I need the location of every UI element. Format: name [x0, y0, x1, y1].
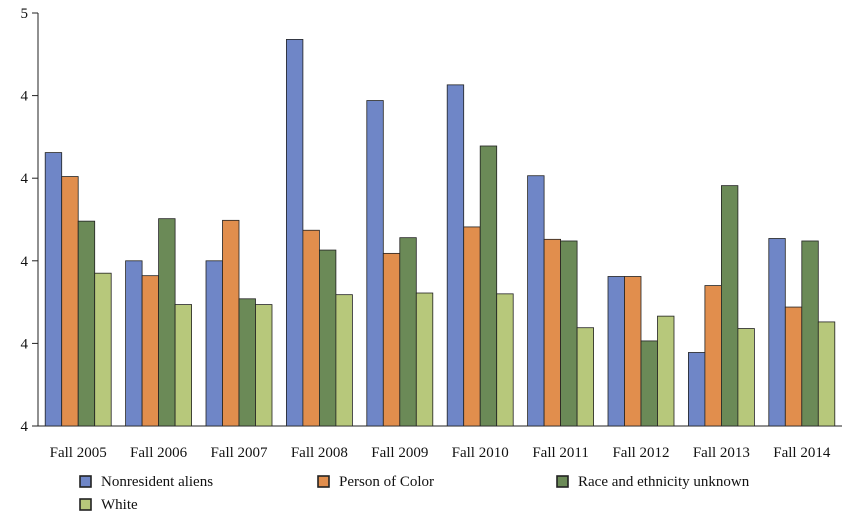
bar-person-of-color-fall-2008: [302, 229, 320, 427]
bar-white-fall-2005: [94, 272, 112, 427]
y-tick-label: 4: [21, 419, 29, 435]
legend-item-race-and-ethnicity-unknown: Race and ethnicity unknown: [556, 474, 750, 490]
bar-race-and-ethnicity-unknown-fall-2006: [158, 218, 176, 427]
x-tick-label: Fall 2011: [532, 445, 589, 461]
bar-white-fall-2012: [657, 315, 675, 427]
bar-race-and-ethnicity-unknown-fall-2013: [721, 185, 739, 427]
bar-nonresident-aliens-fall-2010: [446, 84, 465, 427]
y-tick-labels: 4 4 4 4 4 5: [21, 6, 29, 435]
legend-swatch: [556, 475, 569, 488]
bar-nonresident-aliens-fall-2014: [768, 238, 786, 427]
x-tick-label: Fall 2014: [773, 445, 831, 461]
bar-nonresident-aliens-fall-2013: [688, 352, 706, 427]
bar-person-of-color-fall-2007: [222, 219, 240, 427]
x-tick-label: Fall 2005: [50, 445, 107, 461]
bar-nonresident-aliens-fall-2006: [125, 260, 143, 427]
y-tick-label: 4: [21, 171, 29, 187]
bar-person-of-color-fall-2010: [463, 226, 481, 427]
bar-person-of-color-fall-2005: [61, 176, 79, 427]
bars: [44, 39, 836, 427]
x-tick-labels: Fall 2005 Fall 2006 Fall 2007 Fall 2008 Fall…: [50, 445, 831, 461]
bar-person-of-color-fall-2012: [624, 276, 642, 427]
legend-label: Race and ethnicity unknown: [578, 474, 750, 490]
legend-label: Person of Color: [339, 474, 434, 490]
bar-person-of-color-fall-2014: [784, 306, 803, 427]
x-tick-label: Fall 2008: [291, 445, 348, 461]
x-tick-label: Fall 2009: [371, 445, 428, 461]
y-tick-label: 5: [21, 6, 29, 22]
bar-race-and-ethnicity-unknown-fall-2014: [801, 240, 819, 427]
y-tick-label: 4: [21, 336, 29, 352]
bar-person-of-color-fall-2011: [543, 238, 561, 427]
bar-person-of-color-fall-2009: [382, 252, 401, 427]
bar-person-of-color-fall-2006: [141, 275, 160, 427]
bar-white-fall-2009: [415, 292, 434, 427]
bar-race-and-ethnicity-unknown-fall-2008: [318, 249, 337, 427]
legend-label: Nonresident aliens: [101, 474, 213, 490]
legend-item-white: White: [79, 497, 138, 513]
bar-nonresident-aliens-fall-2007: [205, 260, 223, 427]
bar-nonresident-aliens-fall-2011: [527, 175, 545, 427]
bar-race-and-ethnicity-unknown-fall-2005: [77, 220, 96, 427]
bar-race-and-ethnicity-unknown-fall-2007: [238, 298, 256, 427]
bar-race-and-ethnicity-unknown-fall-2011: [560, 240, 578, 427]
bar-white-fall-2013: [737, 328, 755, 427]
x-tick-label: Fall 2007: [210, 445, 268, 461]
bar-race-and-ethnicity-unknown-fall-2010: [479, 145, 498, 427]
legend: Nonresident aliens Person of Color Race an…: [79, 474, 750, 513]
legend-label: White: [101, 497, 138, 513]
bar-white-fall-2008: [335, 294, 353, 427]
x-tick-label: Fall 2010: [452, 445, 509, 461]
bar-white-fall-2007: [255, 304, 273, 427]
bar-nonresident-aliens-fall-2009: [366, 100, 384, 427]
x-tick-label: Fall 2012: [612, 445, 669, 461]
bar-white-fall-2011: [576, 327, 594, 427]
y-tick-label: 4: [21, 89, 29, 105]
bar-white-fall-2014: [817, 321, 836, 427]
bar-white-fall-2006: [174, 304, 193, 427]
bar-white-fall-2010: [496, 293, 514, 427]
bar-race-and-ethnicity-unknown-fall-2012: [640, 340, 658, 427]
bar-person-of-color-fall-2013: [704, 285, 722, 427]
legend-item-nonresident-aliens: Nonresident aliens: [79, 474, 213, 490]
legend-swatch: [79, 498, 92, 511]
bar-nonresident-aliens-fall-2005: [44, 152, 63, 427]
legend-swatch: [317, 475, 330, 488]
bar-nonresident-aliens-fall-2012: [607, 276, 625, 427]
y-tick-label: 4: [21, 254, 29, 270]
bar-nonresident-aliens-fall-2008: [285, 39, 304, 427]
legend-item-person-of-color: Person of Color: [317, 474, 434, 490]
bar-race-and-ethnicity-unknown-fall-2009: [399, 237, 417, 427]
x-tick-label: Fall 2013: [693, 445, 750, 461]
x-tick-label: Fall 2006: [130, 445, 188, 461]
legend-swatch: [79, 475, 92, 488]
